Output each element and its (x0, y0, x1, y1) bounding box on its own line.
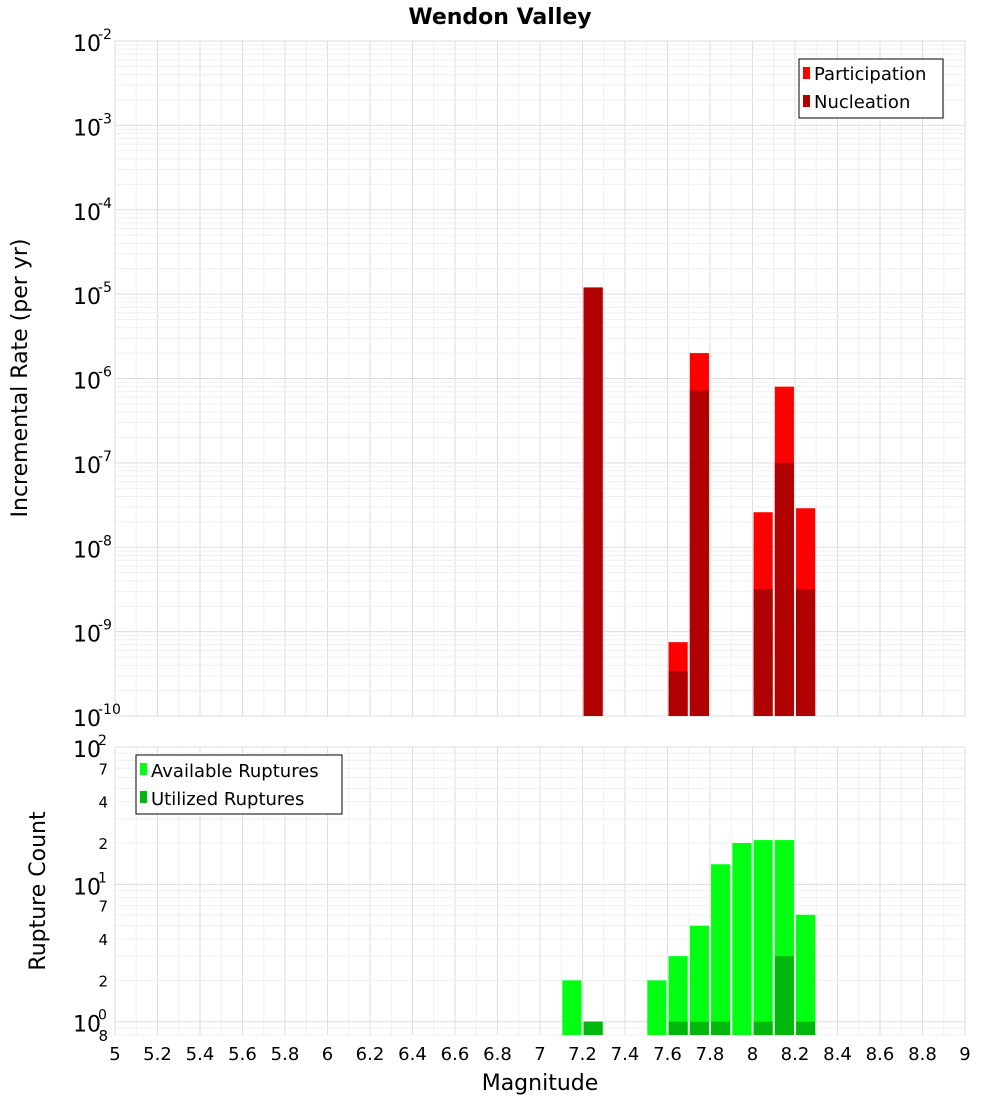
x-tick-label: 6 (322, 1044, 333, 1065)
x-tick-label: 6.2 (356, 1044, 385, 1065)
rate-nucleation-bar (774, 462, 794, 716)
count-available-ruptures-bar (732, 843, 752, 1035)
rate-plot: 10-210-310-410-510-610-710-810-910-10 In… (8, 27, 966, 732)
rate-y-tick-label: 10 (73, 707, 101, 732)
rate-bars (583, 287, 816, 716)
rate-legend-box (798, 58, 944, 119)
rate-y-ticks: 10-210-310-410-510-610-710-810-910-10 (73, 27, 121, 732)
rate-nucleation-bar (668, 671, 688, 716)
x-tick-label: 7 (534, 1044, 545, 1065)
x-tick-label: 8.8 (908, 1044, 937, 1065)
count-utilized-ruptures-bar (796, 1021, 816, 1035)
rate-y-tick-label: 10 (73, 370, 101, 395)
rate-legend: Participation Nucleation (798, 58, 944, 119)
rate-y-tick-exponent: -5 (98, 280, 112, 296)
nucleation-legend-label: Nucleation (814, 92, 910, 113)
count-utilized-ruptures-bar (668, 1021, 688, 1035)
x-tick-label: 6.6 (441, 1044, 470, 1065)
x-tick-label: 7.4 (611, 1044, 640, 1065)
count-available-ruptures-bar (796, 914, 816, 1035)
count-y-minor-tick-label: 4 (98, 931, 108, 949)
rate-y-tick-label: 10 (73, 623, 101, 648)
x-tick-label: 8.6 (866, 1044, 895, 1065)
x-axis-label: Magnitude (482, 1071, 599, 1096)
x-tick-label: 9 (959, 1044, 970, 1065)
count-y-tick-label: 10 (73, 875, 101, 900)
participation-legend-swatch (803, 67, 810, 79)
rate-y-tick-label: 10 (73, 538, 101, 563)
rate-nucleation-bar (753, 589, 773, 716)
count-y-tick-exponent: 1 (98, 870, 107, 886)
count-available-ruptures-bar (711, 864, 731, 1035)
chart-title: Wendon Valley (408, 5, 591, 30)
rate-y-tick-exponent: -2 (98, 27, 112, 43)
count-y-minor-tick-label: 4 (98, 794, 108, 812)
available-legend-swatch (140, 763, 147, 775)
count-available-ruptures-bar (562, 980, 582, 1035)
count-y-tick-label: 10 (73, 1013, 101, 1038)
count-bars (562, 840, 816, 1035)
rate-nucleation-bar (583, 287, 603, 716)
count-y-minor-tick-label: 8 (98, 1027, 108, 1045)
x-tick-label: 8.2 (781, 1044, 810, 1065)
count-utilized-ruptures-bar (583, 1021, 603, 1035)
rate-y-axis-label: Incremental Rate (per yr) (8, 239, 33, 518)
rate-y-tick-label: 10 (73, 116, 101, 141)
count-grid (114, 746, 966, 1036)
rate-y-tick-label: 10 (73, 285, 101, 310)
rate-y-tick-label: 10 (73, 454, 101, 479)
count-y-minor-tick-label: 2 (98, 835, 108, 853)
rate-y-tick-exponent: -3 (98, 111, 112, 127)
count-legend: Available Ruptures Utilized Ruptures (135, 754, 343, 815)
utilized-legend-label: Utilized Ruptures (151, 789, 304, 810)
count-y-tick-label: 10 (73, 738, 101, 763)
rate-y-tick-exponent: -9 (98, 618, 112, 634)
rate-grid (114, 40, 966, 717)
count-utilized-ruptures-bar (753, 1021, 773, 1035)
count-available-ruptures-bar (668, 956, 688, 1035)
rate-y-tick-exponent: -7 (98, 449, 112, 465)
x-tick-label: 7.6 (653, 1044, 682, 1065)
x-tick-label: 8 (747, 1044, 758, 1065)
x-tick-label: 5.8 (271, 1044, 300, 1065)
rate-y-tick-exponent: -8 (98, 533, 112, 549)
utilized-legend-swatch (140, 791, 147, 803)
count-utilized-ruptures-bar (689, 1021, 709, 1035)
rate-y-tick-exponent: -4 (98, 196, 112, 212)
rate-y-tick-label: 10 (73, 201, 101, 226)
rate-y-tick-label: 10 (73, 32, 101, 57)
x-tick-label: 6.8 (483, 1044, 512, 1065)
count-utilized-ruptures-bar (711, 1021, 731, 1035)
rate-nucleation-bar (796, 589, 816, 716)
count-y-minor-tick-label: 2 (98, 972, 108, 990)
count-available-ruptures-bar (753, 840, 773, 1035)
x-tick-label: 5.6 (228, 1044, 257, 1065)
participation-legend-label: Participation (814, 64, 926, 85)
count-y-minor-tick-label: 7 (98, 760, 108, 778)
rate-nucleation-bar (689, 390, 709, 716)
count-available-ruptures-bar (689, 925, 709, 1035)
count-y-tick-exponent: 2 (98, 733, 107, 749)
count-utilized-ruptures-bar (774, 956, 794, 1035)
nucleation-legend-swatch (803, 95, 810, 107)
x-tick-label: 7.8 (696, 1044, 725, 1065)
count-y-tick-exponent: 0 (98, 1008, 107, 1024)
count-legend-box (135, 754, 343, 815)
count-y-minor-tick-label: 7 (98, 898, 108, 916)
rate-y-tick-exponent: -6 (98, 365, 112, 381)
x-tick-label: 6.4 (398, 1044, 427, 1065)
count-available-ruptures-bar (647, 980, 667, 1035)
available-legend-label: Available Ruptures (151, 761, 319, 782)
count-y-axis-label: Rupture Count (26, 811, 51, 971)
x-tick-label: 5.4 (186, 1044, 215, 1065)
rate-y-tick-exponent: -10 (98, 702, 121, 718)
x-ticks: 5 5.2 5.4 5.6 5.8 6 6.2 6.4 6.6 6.8 7 7.2 7.4 7.6 7.8 8… (109, 1044, 970, 1065)
x-tick-label: 5.2 (143, 1044, 172, 1065)
x-tick-label: 8.4 (823, 1044, 852, 1065)
x-tick-label: 5 (109, 1044, 120, 1065)
x-tick-label: 7.2 (568, 1044, 597, 1065)
